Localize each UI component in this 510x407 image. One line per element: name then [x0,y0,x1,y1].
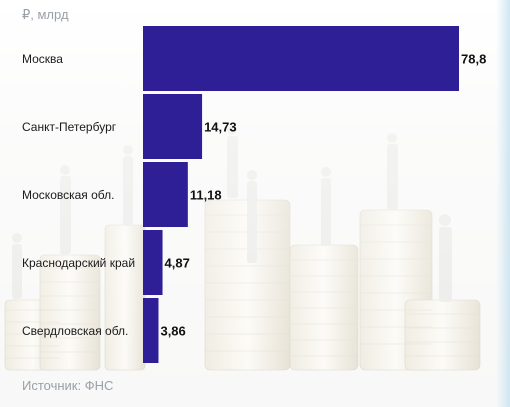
bar-4 [143,230,163,295]
bar-3 [143,162,188,227]
value-label: 14,73 [204,119,237,134]
value-label: 78,8 [461,51,487,66]
bar-5 [143,298,159,363]
unit-label: ₽, млрд [22,7,69,22]
bar-2 [143,94,203,159]
category-label: Санкт-Петербург [22,119,117,134]
category-label: Краснодарский край [22,255,136,270]
category-label: Москва [22,51,63,66]
bar-1 [143,26,459,91]
value-label: 4,87 [164,255,190,270]
source-note: Источник: ФНС [22,378,114,393]
right-edge-highlight [496,0,510,407]
category-label: Свердловская обл. [22,323,129,338]
value-label: 11,18 [189,187,222,202]
category-label: Московская обл. [22,187,115,202]
value-label: 3,86 [160,323,186,338]
